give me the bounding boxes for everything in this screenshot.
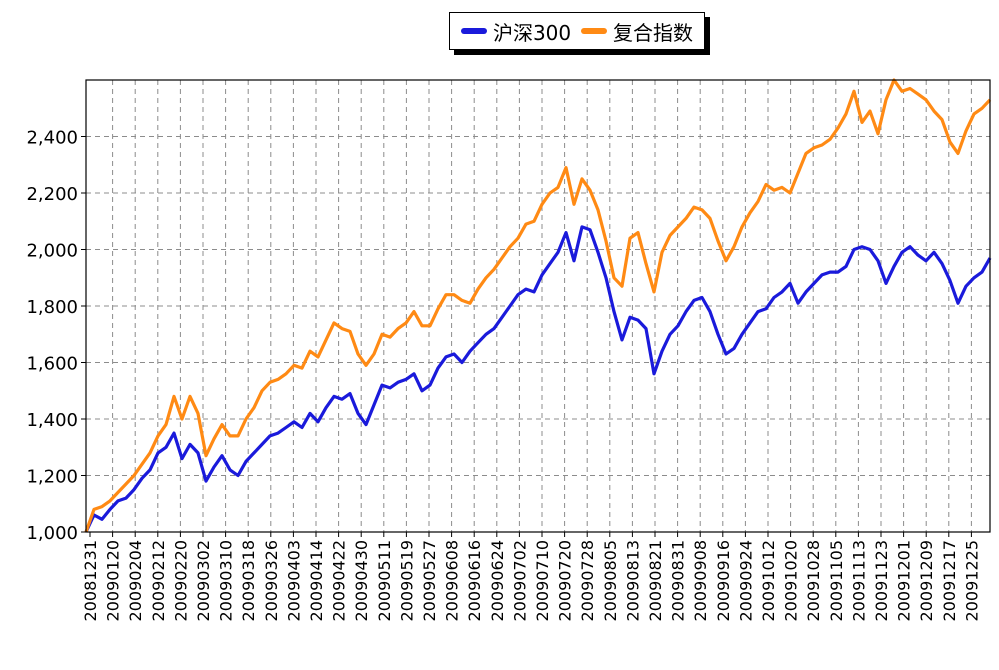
legend-label-series-1: 复合指数 [613,20,694,45]
legend-swatch-series-1 [581,28,608,34]
x-tick-label: 20090720 [556,540,575,621]
x-tick-label: 20090702 [510,540,529,621]
x-tick-label: 20090608 [443,540,462,621]
x-tick-label: 20090310 [217,540,236,621]
x-tick-label: 20090204 [126,540,145,621]
x-tick-label: 20091028 [804,540,823,621]
x-tick-label: 20090821 [646,540,665,621]
y-tick-label: 2,200 [26,184,78,205]
x-tick-label: 20091012 [759,540,778,621]
x-tick-label: 20090430 [352,540,371,621]
x-tick-label: 20090805 [601,540,620,621]
y-tick-label: 1,400 [26,410,78,431]
series-line-1 [84,78,992,533]
y-axis-ticks: 1,000 1,200 1,400 1,600 1,800 2,000 2,200 2,400 [26,128,86,544]
x-tick-label: 20081231 [81,540,100,621]
x-tick-label: 20090302 [194,540,213,621]
x-tick-label: 20090624 [488,540,507,621]
x-tick-label: 20090916 [714,540,733,621]
x-tick-label: 20090403 [284,540,303,621]
x-tick-label: 20090519 [397,540,416,621]
x-tick-label: 20090527 [420,540,439,621]
x-tick-label: 20091123 [872,540,891,621]
x-tick-label: 20090414 [307,540,326,621]
y-tick-label: 2,400 [26,128,78,149]
x-tick-label: 20090120 [104,540,123,621]
x-tick-label: 20090831 [669,540,688,621]
series-line-0 [84,225,992,533]
x-tick-label: 20090813 [623,540,642,621]
chart-legend: 沪深300 复合指数 [449,12,705,50]
x-tick-label: 20090326 [262,540,281,621]
x-tick-label: 20091217 [940,540,959,621]
x-tick-label: 20090318 [239,540,258,621]
x-tick-label: 20091225 [962,540,981,621]
x-tick-label: 20090511 [375,540,394,621]
x-tick-label: 20091209 [917,540,936,621]
x-axis-ticks: 20081231 20090120 20090204 20090212 20090220… [81,532,981,621]
x-tick-label: 20090212 [149,540,168,621]
y-tick-label: 1,800 [26,297,78,318]
y-tick-label: 1,200 [26,467,78,488]
series-lines [84,78,992,533]
y-tick-label: 1,000 [26,523,78,544]
x-tick-label: 20091105 [827,540,846,621]
x-tick-label: 20091113 [849,540,868,621]
x-tick-label: 20090728 [578,540,597,621]
x-tick-label: 20090220 [171,540,190,621]
grid-lines [86,80,990,532]
legend-swatch-series-0 [460,28,487,34]
y-tick-label: 1,600 [26,354,78,375]
x-tick-label: 20091201 [895,540,914,621]
x-tick-label: 20090422 [330,540,349,621]
x-tick-label: 20090924 [736,540,755,621]
x-tick-label: 20090908 [691,540,710,621]
x-tick-label: 20090710 [533,540,552,621]
y-tick-label: 2,000 [26,241,78,262]
legend-item-series-1: 复合指数 [581,17,693,46]
legend-label-series-0: 沪深300 [492,20,572,45]
x-tick-label: 20090616 [465,540,484,621]
legend-item-series-0: 沪深300 [460,17,572,46]
x-tick-label: 20091020 [782,540,801,621]
